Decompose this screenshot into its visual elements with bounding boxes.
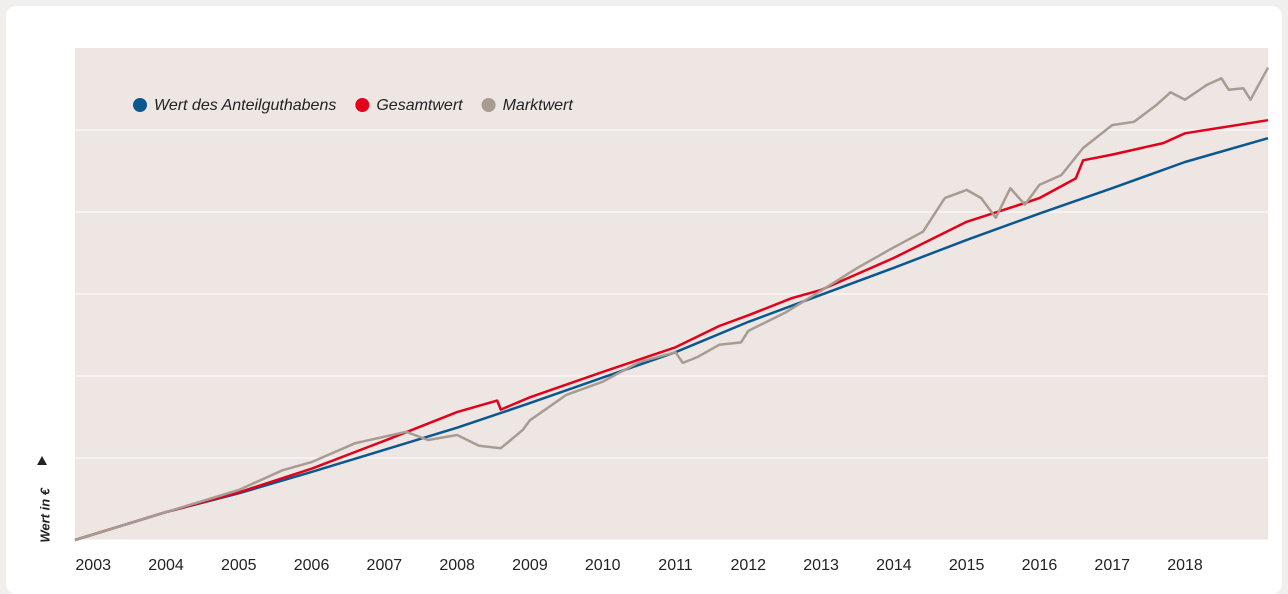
series-line	[74, 118, 1269, 542]
x-tick-label: 2007	[367, 557, 403, 574]
legend-marker	[481, 98, 496, 112]
x-tick-label: 2014	[876, 557, 912, 574]
x-tick-label: 2005	[221, 557, 257, 574]
x-tick-label: 2011	[658, 557, 693, 574]
x-tick-label: 2003	[75, 557, 111, 574]
x-tick-label: 2017	[1094, 557, 1130, 574]
x-tick-label: 2008	[439, 557, 475, 574]
x-tick-label: 2018	[1167, 557, 1203, 574]
legend-marker	[355, 98, 370, 112]
x-tick-label: 2012	[730, 557, 766, 574]
x-tick-label: 2004	[148, 557, 184, 574]
x-tick-label: 2016	[1022, 557, 1058, 574]
x-tick-label: 2010	[585, 557, 621, 574]
legend-label: Gesamtwert	[376, 97, 463, 114]
x-tick-label: 2009	[512, 557, 548, 574]
legend-label: Wert des Anteilguthabens	[154, 97, 336, 114]
y-axis-arrow	[37, 456, 47, 465]
x-tick-label: 2015	[949, 557, 985, 574]
x-tick-label: 2006	[294, 557, 330, 574]
legend-label: Marktwert	[503, 97, 574, 114]
x-tick-label: 2013	[803, 557, 839, 574]
series-line	[74, 67, 1270, 542]
y-axis-label: Wert in €	[37, 487, 52, 542]
legend-marker	[133, 98, 147, 112]
